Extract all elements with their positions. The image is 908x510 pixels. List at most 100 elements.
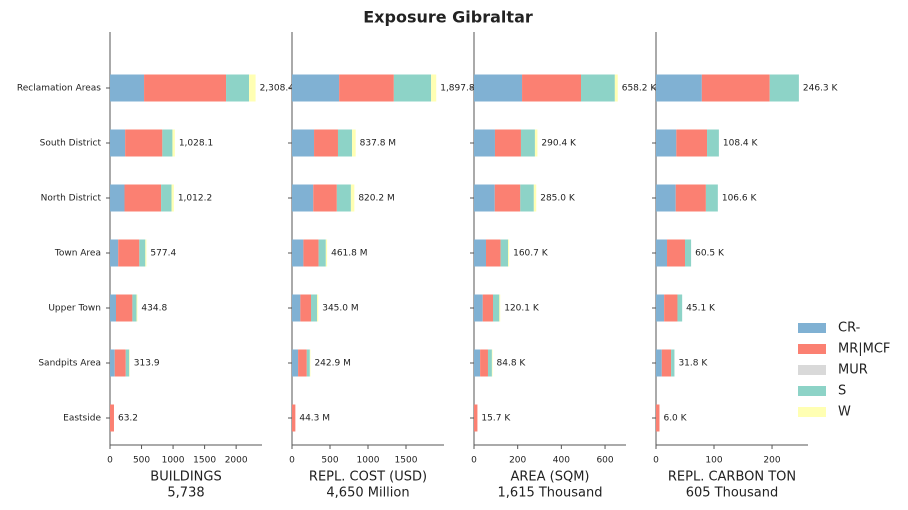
bar-segment <box>110 184 125 212</box>
bar-segment <box>325 239 328 267</box>
total-label: 60.5 K <box>695 249 725 259</box>
bar-segment <box>671 349 675 377</box>
bar-segment <box>500 239 509 267</box>
bar-segment <box>656 184 676 212</box>
total-label: 658.2 K <box>622 84 658 94</box>
total-label: 31.8 K <box>678 359 708 369</box>
x-axis-total: 5,738 <box>167 486 204 501</box>
x-axis-total: 4,650 Million <box>326 486 409 501</box>
bar-segment <box>581 74 615 102</box>
total-label: 837.8 M <box>360 139 396 149</box>
bar-segment <box>292 129 315 157</box>
bar-segment <box>701 74 770 102</box>
bar-segment <box>306 349 310 377</box>
total-label: 290.4 K <box>541 139 577 149</box>
bar-segment <box>298 349 307 377</box>
bar-segment <box>124 184 162 212</box>
bar-segment <box>491 349 493 377</box>
x-axis-label: AREA (SQM) <box>510 470 589 485</box>
x-tick-label: 0 <box>471 456 477 466</box>
total-label: 45.1 K <box>686 304 716 314</box>
total-label: 246.3 K <box>803 84 839 94</box>
x-axis-label: REPL. COST (USD) <box>309 470 427 485</box>
bar-segment <box>486 239 501 267</box>
y-tick-label: South District <box>40 139 102 149</box>
y-tick-label: Town Area <box>54 249 101 259</box>
bar-segment <box>139 239 146 267</box>
y-tick-label: Eastside <box>63 414 101 424</box>
bar-segment <box>685 239 692 267</box>
bar-segment <box>292 404 296 432</box>
bar-segment <box>474 74 523 102</box>
bar-segment <box>656 74 702 102</box>
y-tick-label: North District <box>41 194 102 204</box>
bar-segment <box>226 74 250 102</box>
bar-segment <box>110 74 145 102</box>
x-axis-label: BUILDINGS <box>150 470 221 485</box>
bar-segment <box>292 239 304 267</box>
bar-segment <box>520 184 534 212</box>
bar-segment <box>494 184 521 212</box>
bar-segment <box>171 184 174 212</box>
bar-segment <box>110 294 116 322</box>
bar-segment <box>125 349 130 377</box>
bar-segment <box>249 74 256 102</box>
x-tick-label: 500 <box>133 456 150 466</box>
bar-segment <box>311 294 318 322</box>
y-tick-label: Upper Town <box>48 304 101 314</box>
bar-segment <box>474 404 478 432</box>
total-label: 1,897.8 M <box>440 84 485 94</box>
bar-segment <box>314 129 338 157</box>
x-tick-label: 2000 <box>225 456 248 466</box>
legend-label: S <box>838 384 846 399</box>
bar-segment <box>474 349 481 377</box>
x-tick-label: 400 <box>553 456 570 466</box>
bar-segment <box>482 294 493 322</box>
bar-segment <box>300 294 311 322</box>
legend-label: CR- <box>838 321 861 336</box>
bar-segment <box>172 129 175 157</box>
bar-segment <box>676 129 708 157</box>
legend-swatch <box>798 407 826 417</box>
bar-segment <box>303 239 319 267</box>
total-label: 461.8 M <box>331 249 367 259</box>
bar-segment <box>480 349 488 377</box>
bar-segment <box>656 129 677 157</box>
bar-segment <box>705 184 718 212</box>
bar-segment <box>114 349 126 377</box>
bar-segment <box>110 239 119 267</box>
total-label: 44.3 M <box>299 414 330 424</box>
bar-segment <box>350 184 355 212</box>
bar-segment <box>393 74 432 102</box>
bar-segment <box>661 349 672 377</box>
total-label: 106.6 K <box>722 194 758 204</box>
bar-segment <box>352 129 356 157</box>
y-tick-label: Sandpits Area <box>38 359 101 369</box>
total-label: 6.0 K <box>663 414 687 424</box>
bar-segment <box>339 74 394 102</box>
total-label: 285.0 K <box>540 194 576 204</box>
bar-segment <box>309 349 311 377</box>
bar-segment <box>656 349 662 377</box>
legend-swatch <box>798 344 826 354</box>
y-tick-label: Reclamation Areas <box>17 84 101 94</box>
bar-segment <box>533 184 537 212</box>
bar-segment <box>707 129 719 157</box>
legend-label: MR|MCF <box>838 342 890 357</box>
x-tick-label: 1000 <box>357 456 380 466</box>
x-tick-label: 0 <box>107 456 113 466</box>
bar-segment <box>675 184 706 212</box>
bar-segment <box>110 404 114 432</box>
bar-segment <box>292 349 299 377</box>
bar-segment <box>292 184 314 212</box>
bar-segment <box>487 349 492 377</box>
total-label: 84.8 K <box>497 359 527 369</box>
bar-segment <box>313 184 337 212</box>
bar-segment <box>677 294 683 322</box>
x-tick-label: 0 <box>289 456 295 466</box>
bar-segment <box>110 349 115 377</box>
total-label: 313.9 <box>134 359 160 369</box>
bar-segment <box>292 294 301 322</box>
legend-swatch <box>798 323 826 333</box>
